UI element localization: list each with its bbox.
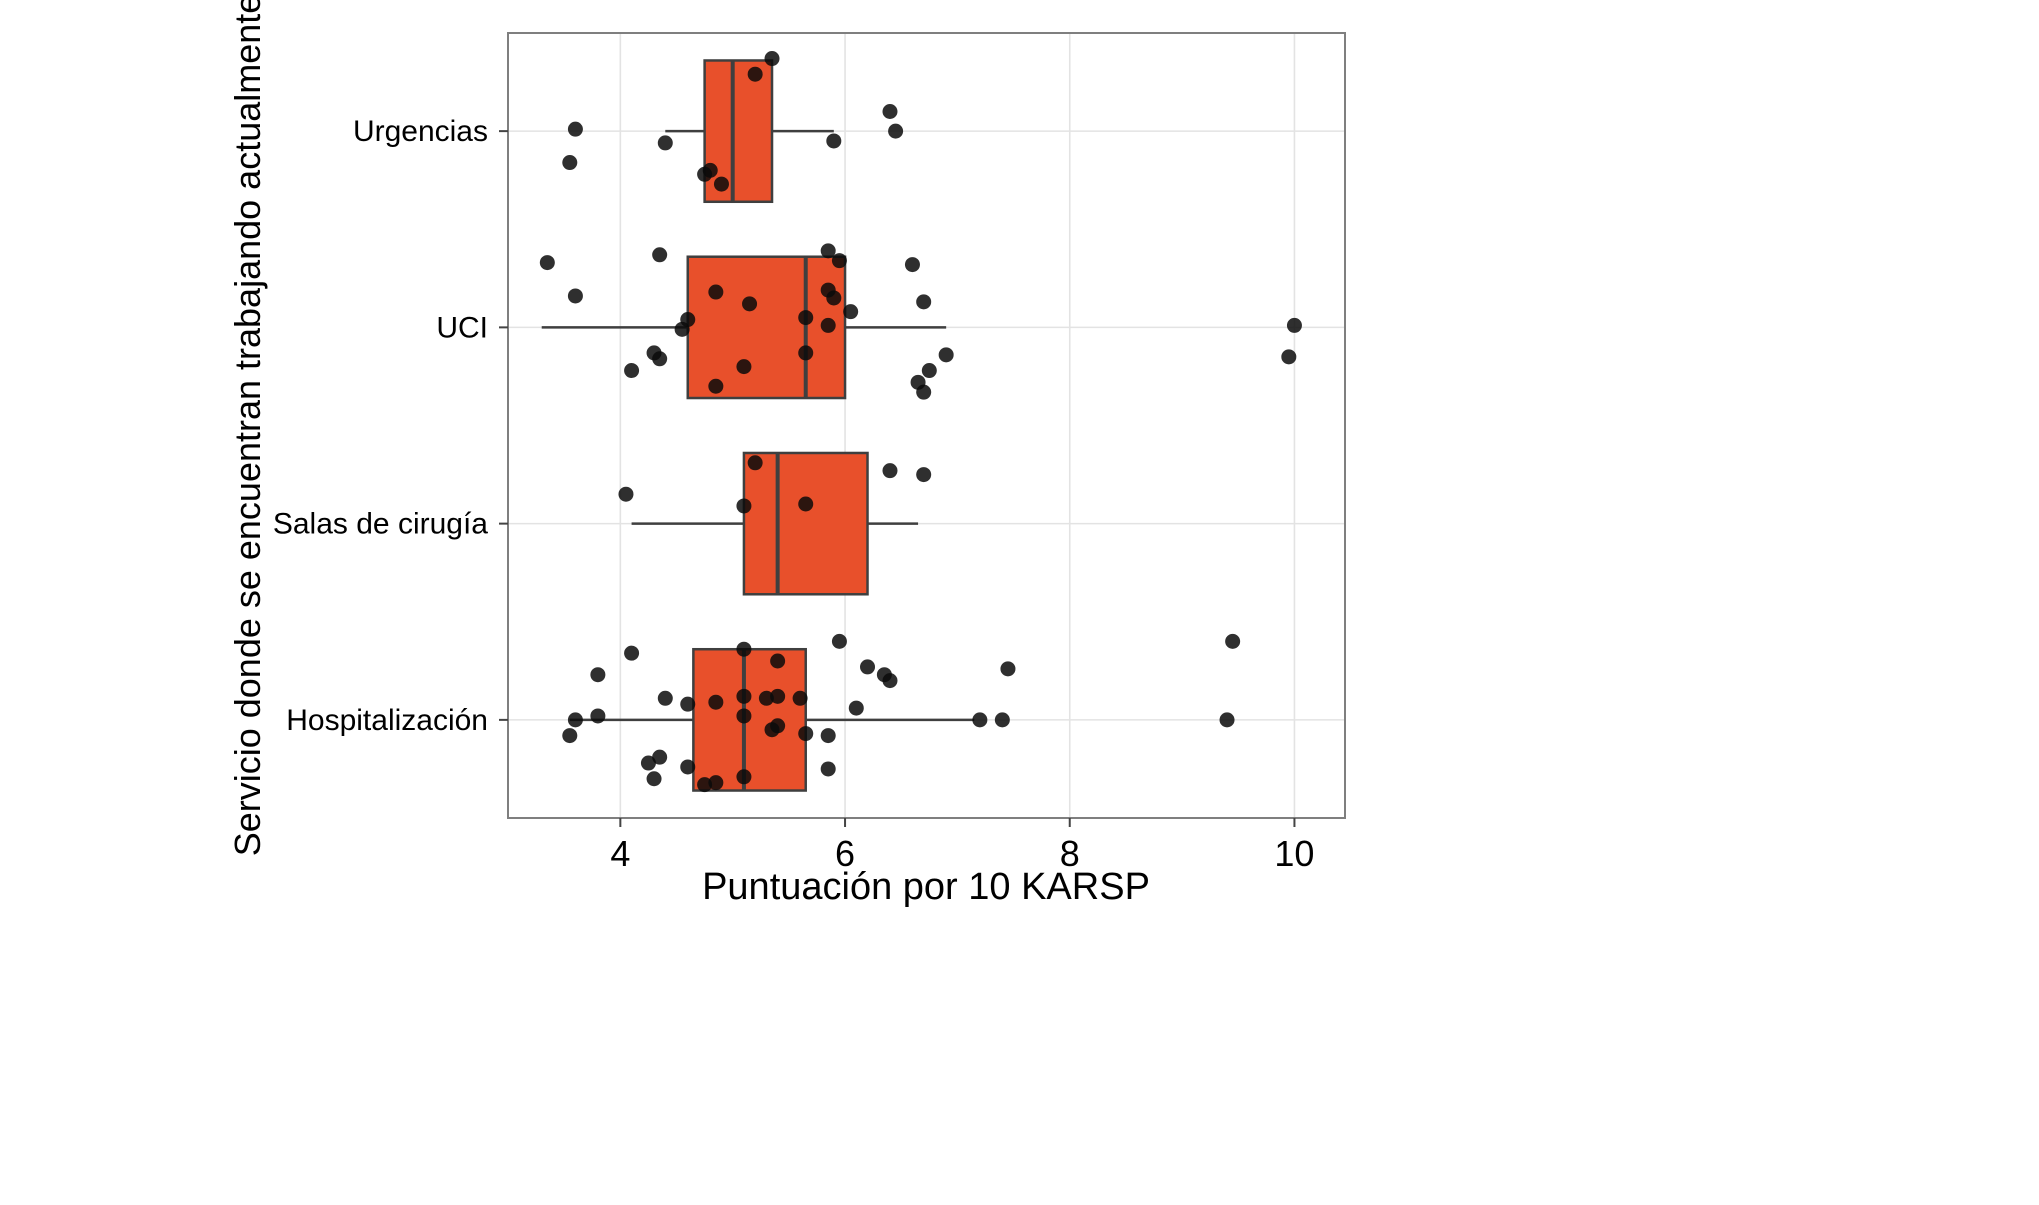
data-point (657, 135, 673, 151)
data-point (736, 769, 752, 785)
box-1 (686, 255, 847, 400)
data-point (882, 673, 898, 689)
data-point (826, 290, 842, 306)
data-point (652, 247, 668, 263)
data-point (758, 690, 774, 706)
data-point (921, 363, 937, 379)
data-point (820, 761, 836, 777)
data-point (820, 728, 836, 744)
data-point (843, 304, 859, 320)
data-point (674, 321, 690, 337)
data-point (747, 66, 763, 82)
data-point (831, 253, 847, 269)
data-point (567, 288, 583, 304)
box-0 (703, 59, 774, 204)
y-category-label: UCI (436, 311, 488, 344)
panel-border (507, 32, 1346, 819)
data-point (567, 121, 583, 137)
box-2 (742, 451, 869, 596)
data-point (938, 347, 954, 363)
data-point (618, 486, 634, 502)
data-point (736, 498, 752, 514)
data-point (994, 712, 1010, 728)
data-point (640, 755, 656, 771)
data-point (680, 759, 696, 775)
data-point (652, 351, 668, 367)
data-point (624, 363, 640, 379)
x-tick-label: 6 (835, 833, 855, 874)
y-category-label: Hospitalización (286, 704, 488, 737)
data-point (652, 749, 668, 765)
x-tick-label: 10 (1274, 833, 1314, 874)
y-category-label: Salas de cirugía (273, 508, 488, 541)
data-point (1000, 661, 1016, 677)
data-point (826, 133, 842, 149)
data-point (562, 155, 578, 171)
data-point (1281, 349, 1297, 365)
data-point (798, 345, 814, 361)
data-point (888, 123, 904, 139)
data-point (916, 384, 932, 400)
data-point (747, 455, 763, 471)
data-point (860, 659, 876, 675)
data-point (916, 467, 932, 483)
data-point (882, 104, 898, 119)
data-point (736, 688, 752, 704)
data-point (624, 645, 640, 661)
data-point (916, 294, 932, 310)
data-point (882, 463, 898, 479)
data-point (831, 633, 847, 649)
data-point (972, 712, 988, 728)
data-point (680, 696, 696, 712)
data-point (1286, 317, 1302, 333)
data-point (657, 690, 673, 706)
data-point (770, 718, 786, 734)
data-point (798, 310, 814, 326)
data-point (708, 694, 724, 710)
data-point (736, 708, 752, 724)
data-point (770, 688, 786, 704)
data-point (764, 51, 780, 67)
data-point (742, 296, 758, 312)
data-point (539, 255, 555, 271)
data-point (736, 359, 752, 375)
data-point (708, 284, 724, 300)
data-point (820, 317, 836, 333)
data-point (904, 257, 920, 273)
y-category-label: Urgencias (353, 115, 488, 148)
data-point (708, 378, 724, 394)
data-point (798, 726, 814, 742)
data-point (1225, 633, 1241, 649)
data-point (798, 496, 814, 512)
data-point (567, 712, 583, 728)
data-point (770, 653, 786, 669)
data-point (1219, 712, 1235, 728)
data-point (590, 667, 606, 683)
data-point (646, 771, 662, 787)
x-tick-label: 8 (1060, 833, 1080, 874)
data-point (792, 690, 808, 706)
data-point (697, 166, 713, 182)
data-point (562, 728, 578, 744)
data-point (590, 708, 606, 724)
x-axis-title: Puntuación por 10 KARSP (702, 866, 1150, 908)
data-point (713, 176, 729, 192)
data-point (848, 700, 864, 716)
data-point (708, 775, 724, 791)
data-point (736, 641, 752, 657)
x-tick-label: 4 (610, 833, 630, 874)
data-point (697, 777, 713, 793)
data-point (820, 243, 836, 259)
